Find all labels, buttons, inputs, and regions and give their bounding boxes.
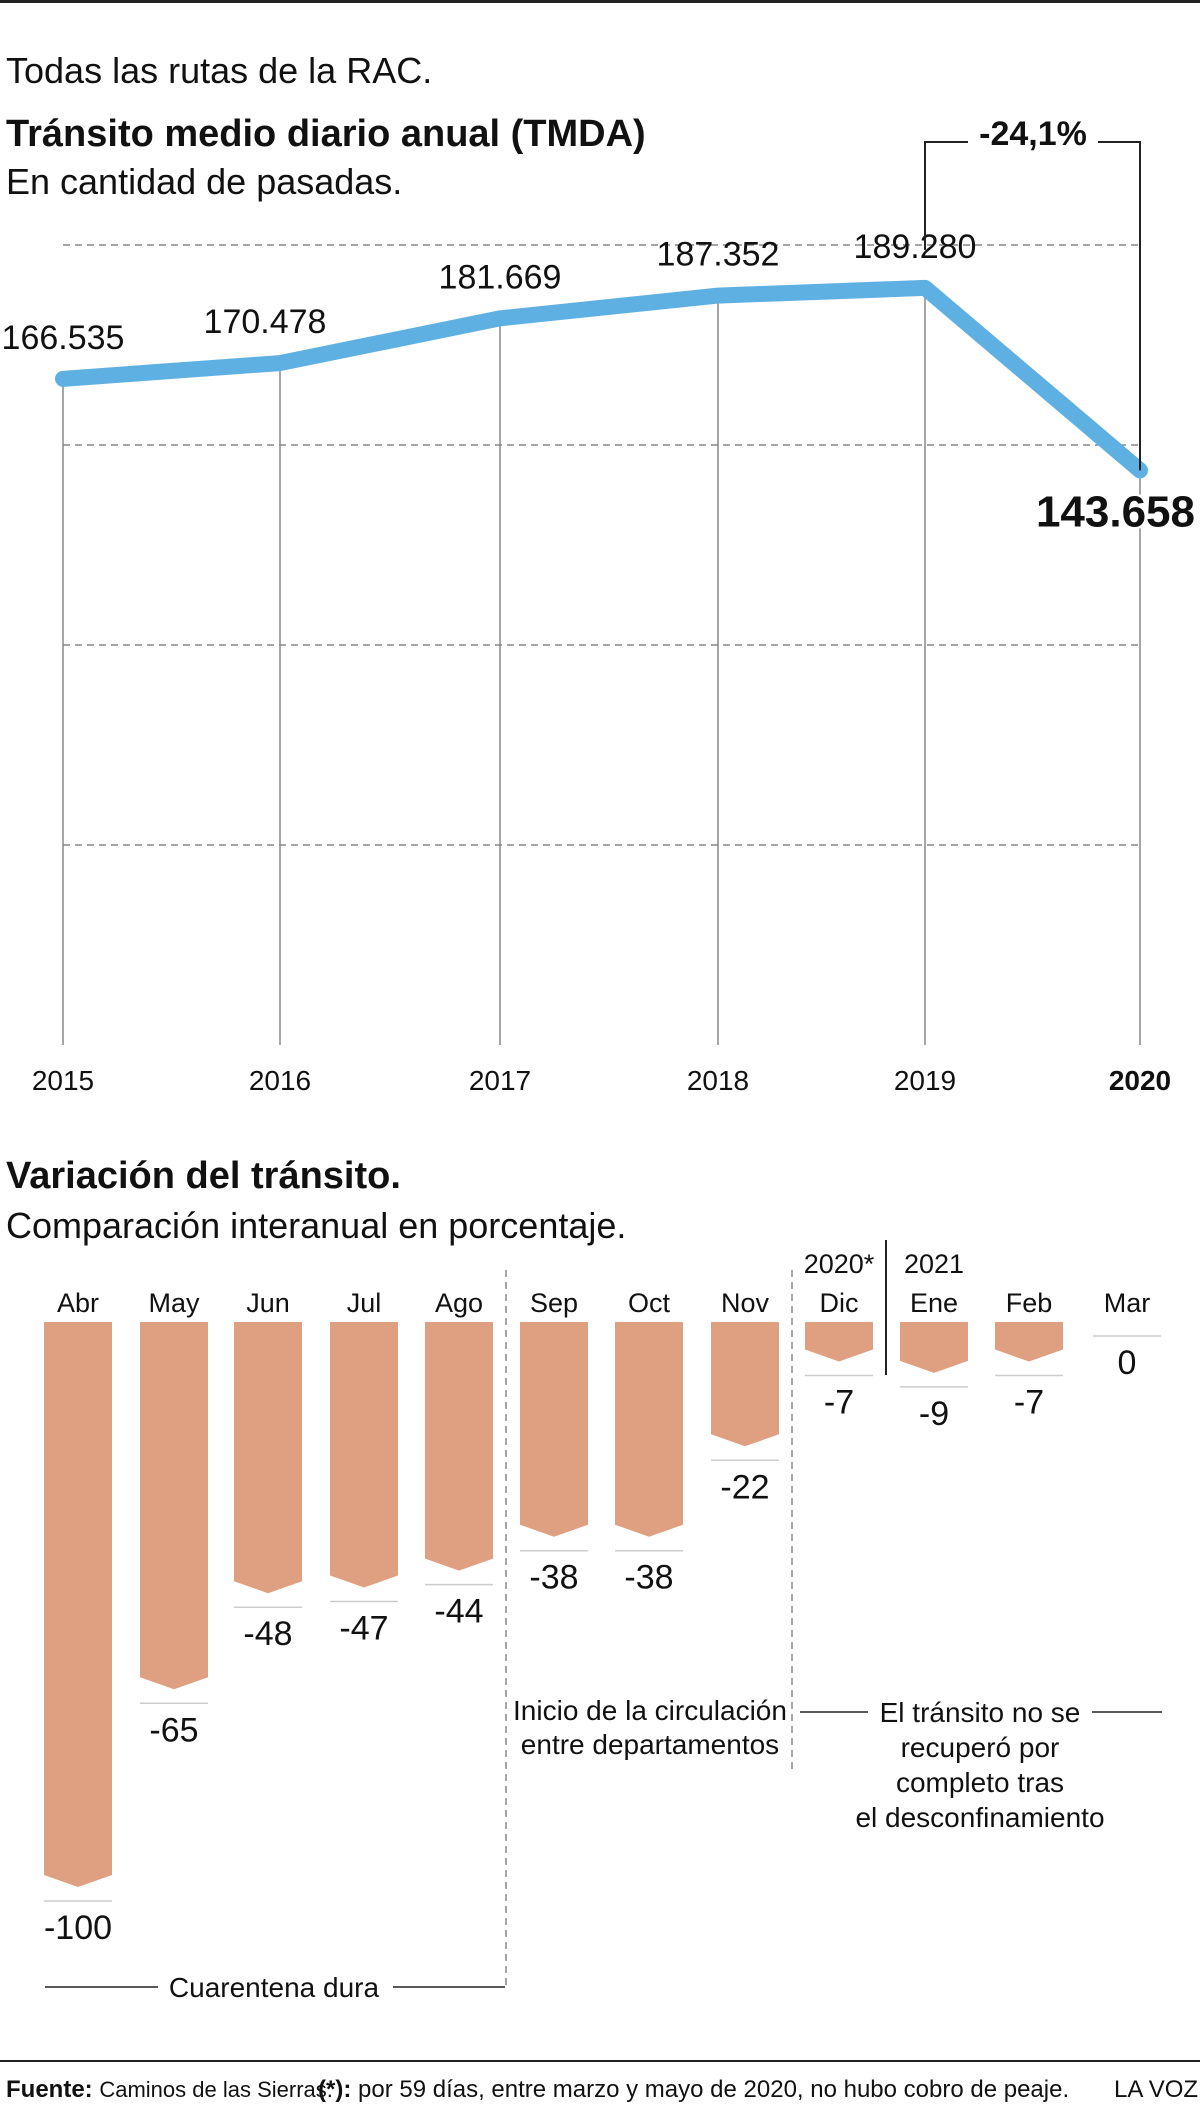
circulation-label-1: entre departamentos bbox=[521, 1729, 779, 1760]
series-line bbox=[55, 279, 1148, 479]
data-label-2017: 181.669 bbox=[439, 258, 562, 296]
circulation-label-0: Inicio de la circulación bbox=[513, 1695, 787, 1726]
bar-Jul bbox=[330, 1322, 398, 1588]
x-tick-2018: 2018 bbox=[687, 1065, 749, 1096]
month-label-Abr: Abr bbox=[57, 1288, 99, 1318]
line-chart-title: Tránsito medio diario anual (TMDA) bbox=[6, 113, 646, 155]
source-text: Caminos de las Sierras. bbox=[99, 2077, 333, 2102]
bar-May bbox=[140, 1322, 208, 1690]
month-label-Feb: Feb bbox=[1006, 1288, 1053, 1318]
month-label-Nov: Nov bbox=[721, 1288, 770, 1318]
bar-Sep bbox=[520, 1322, 588, 1537]
bar-chart-title: Variación del tránsito. bbox=[6, 1155, 401, 1197]
brand-logo: LA VOZ bbox=[1114, 2076, 1199, 2103]
bar-Oct bbox=[615, 1322, 683, 1537]
change-bracket bbox=[924, 141, 1141, 471]
data-label-2016: 170.478 bbox=[204, 303, 327, 341]
bar-Nov bbox=[711, 1322, 779, 1447]
month-label-Jun: Jun bbox=[246, 1288, 290, 1318]
year-label-2020: 2020* bbox=[804, 1249, 875, 1279]
note-text: por 59 días, entre marzo y mayo de 2020,… bbox=[358, 2076, 1070, 2103]
value-label-Abr: -100 bbox=[44, 1909, 112, 1947]
recovery-label-1: recuperó por bbox=[901, 1732, 1060, 1763]
recovery-label-2: completo tras bbox=[896, 1767, 1064, 1798]
value-label-Dic: -7 bbox=[824, 1384, 854, 1422]
footer-note: (*): por 59 días, entre marzo y mayo de … bbox=[318, 2076, 1069, 2104]
value-label-Nov: -22 bbox=[720, 1468, 769, 1506]
note-label: (*): bbox=[318, 2076, 352, 2103]
line-chart-subtitle: En cantidad de pasadas. bbox=[6, 161, 403, 202]
bar-Abr bbox=[44, 1322, 112, 1887]
x-tick-2016: 2016 bbox=[249, 1065, 311, 1096]
data-label-2018: 187.352 bbox=[657, 236, 780, 274]
bar-Feb bbox=[995, 1322, 1063, 1362]
data-label-2020: 143.658 bbox=[1036, 487, 1195, 536]
month-label-Mar: Mar bbox=[1104, 1288, 1151, 1318]
value-label-Sep: -38 bbox=[529, 1559, 578, 1597]
recovery-label-3: el desconfinamiento bbox=[855, 1802, 1104, 1833]
bar-Ago bbox=[425, 1322, 493, 1571]
recovery-label-0: El tránsito no se bbox=[880, 1697, 1081, 1728]
bar-Dic bbox=[805, 1322, 873, 1362]
data-label-2015: 166.535 bbox=[2, 319, 125, 357]
footer-rule bbox=[0, 2060, 1200, 2062]
value-label-Jun: -48 bbox=[243, 1615, 292, 1653]
month-label-May: May bbox=[148, 1288, 200, 1318]
bar-chart-subtitle: Comparación interanual en porcentaje. bbox=[6, 1205, 627, 1246]
value-label-Jul: -47 bbox=[339, 1610, 388, 1648]
month-label-Ene: Ene bbox=[910, 1288, 958, 1318]
month-label-Dic: Dic bbox=[820, 1288, 859, 1318]
bar-chart: Abr May Jun Jul Ago Sep Oct Nov Dic Ene Feb Mar 2020… bbox=[44, 1240, 1162, 2003]
value-label-Ene: -9 bbox=[919, 1395, 949, 1433]
value-label-Oct: -38 bbox=[624, 1559, 673, 1597]
x-tick-2015: 2015 bbox=[32, 1065, 94, 1096]
top-rule bbox=[0, 0, 1200, 3]
chart-intro: Todas las rutas de la RAC. bbox=[6, 50, 433, 91]
bar-Jun bbox=[234, 1322, 302, 1594]
x-tick-2019: 2019 bbox=[894, 1065, 956, 1096]
quarantine-label: Cuarentena dura bbox=[169, 1972, 380, 2003]
month-label-Ago: Ago bbox=[435, 1288, 483, 1318]
value-label-Ago: -44 bbox=[434, 1593, 483, 1631]
month-label-Sep: Sep bbox=[530, 1288, 578, 1318]
value-label-Feb: -7 bbox=[1014, 1384, 1044, 1422]
month-label-Jul: Jul bbox=[347, 1288, 382, 1318]
line-chart: 166.535 170.478 181.669 187.352 189.280 143.6… bbox=[1, 115, 1195, 1096]
footer-source: Fuente: Caminos de las Sierras. bbox=[6, 2076, 333, 2104]
month-label-Oct: Oct bbox=[628, 1288, 671, 1318]
x-tick-2020: 2020 bbox=[1109, 1065, 1171, 1096]
year-label-2021: 2021 bbox=[904, 1249, 964, 1279]
change-label: -24,1% bbox=[979, 115, 1087, 153]
value-label-Mar: 0 bbox=[1118, 1344, 1137, 1382]
x-tick-2017: 2017 bbox=[469, 1065, 531, 1096]
value-label-May: -65 bbox=[149, 1711, 198, 1749]
source-label: Fuente: bbox=[6, 2076, 93, 2103]
bar-Ene bbox=[900, 1322, 968, 1373]
data-label-2019: 189.280 bbox=[854, 228, 977, 266]
